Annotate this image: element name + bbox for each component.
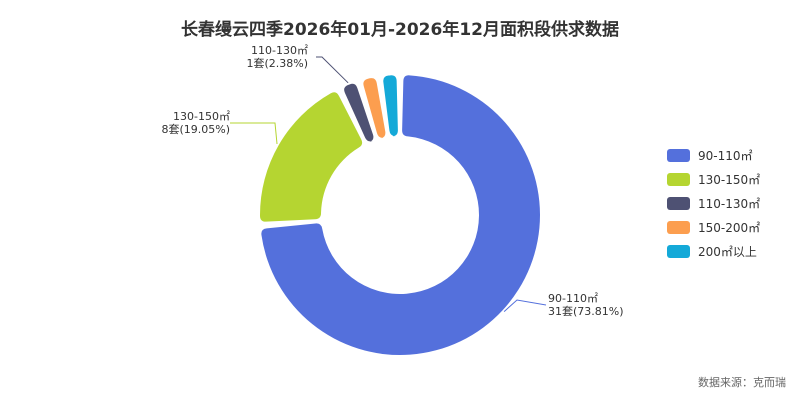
data-label: 130-150㎡ 8套(19.05%) bbox=[161, 110, 230, 136]
legend-label: 110-130㎡ bbox=[698, 196, 761, 211]
legend-label: 90-110㎡ bbox=[698, 148, 753, 163]
legend-item-200-plus[interactable]: 200㎡以上 bbox=[667, 239, 760, 263]
legend-swatch bbox=[667, 244, 690, 258]
data-label-category: 90-110㎡ bbox=[548, 292, 598, 305]
legend-label: 150-200㎡ bbox=[698, 220, 761, 235]
label-leader-line bbox=[316, 56, 349, 84]
chart-title: 长春缦云四季2026年01月-2026年12月面积段供求数据 bbox=[181, 20, 619, 40]
data-label-value: 31套(73.81%) bbox=[548, 305, 624, 318]
donut-slice[interactable] bbox=[344, 83, 374, 143]
legend-swatch bbox=[667, 172, 690, 186]
legend-item-110-130[interactable]: 110-130㎡ bbox=[667, 191, 760, 215]
legend-swatch bbox=[667, 220, 690, 234]
data-label-category: 130-150㎡ bbox=[173, 110, 230, 123]
legend-label: 200㎡以上 bbox=[698, 244, 757, 259]
legend-swatch bbox=[667, 148, 690, 162]
data-label-value: 1套(2.38%) bbox=[246, 57, 308, 70]
label-leader-line bbox=[503, 299, 547, 312]
data-label-value: 8套(19.05%) bbox=[161, 123, 230, 136]
data-source: 数据来源：克而瑞 bbox=[698, 376, 786, 389]
legend: 90-110㎡ 130-150㎡ 110-130㎡ 150-200㎡ 200㎡以… bbox=[667, 143, 760, 263]
legend-swatch bbox=[667, 196, 690, 210]
legend-item-90-110[interactable]: 90-110㎡ bbox=[667, 143, 760, 167]
donut-slice[interactable] bbox=[259, 92, 363, 222]
donut-slice[interactable] bbox=[383, 75, 398, 137]
label-leader-line bbox=[230, 122, 278, 145]
donut-slice[interactable] bbox=[261, 75, 540, 355]
donut-slice[interactable] bbox=[363, 78, 386, 139]
data-label: 90-110㎡ 31套(73.81%) bbox=[548, 292, 624, 318]
legend-item-150-200[interactable]: 150-200㎡ bbox=[667, 215, 760, 239]
legend-label: 130-150㎡ bbox=[698, 172, 761, 187]
legend-item-130-150[interactable]: 130-150㎡ bbox=[667, 167, 760, 191]
data-label: 110-130㎡ 1套(2.38%) bbox=[246, 44, 308, 70]
data-label-category: 110-130㎡ bbox=[251, 44, 308, 57]
